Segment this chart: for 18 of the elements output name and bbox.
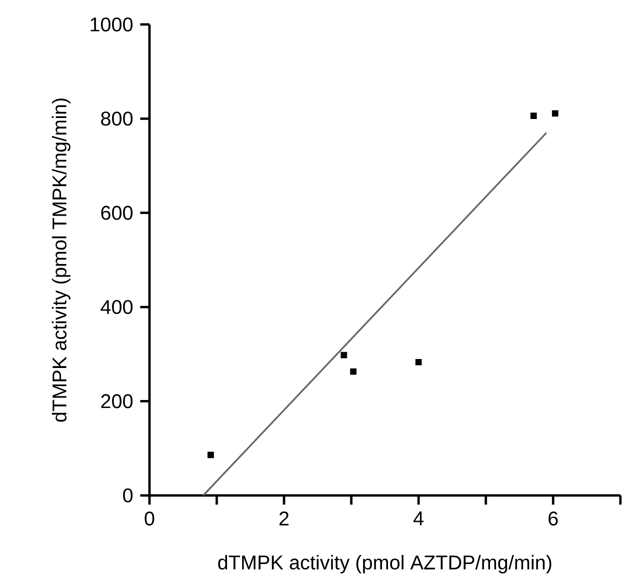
x-axis-title: dTMPK activity (pmol AZTDP/mg/min) [218,554,552,574]
point [208,452,214,458]
y-axis-title: dTMPK activity (pmol TMPK/mg/min) [52,98,70,422]
x-tick-label: 6 [548,511,558,526]
y-tick-label: 1000 [90,17,133,32]
y-tick-label: 0 [123,488,133,502]
y-tick-label: 400 [100,300,133,314]
point [340,352,348,358]
point [415,358,422,366]
x-tick-label: 0 [144,511,154,526]
y-tick-label: 800 [101,111,133,126]
y-tick-label: 200 [101,394,133,408]
point [552,110,558,116]
y-tick-label: 600 [101,206,133,220]
point [350,368,356,375]
point [530,112,537,119]
x-tick-label: 2 [280,511,289,526]
x-tick-label: 4 [414,511,424,526]
